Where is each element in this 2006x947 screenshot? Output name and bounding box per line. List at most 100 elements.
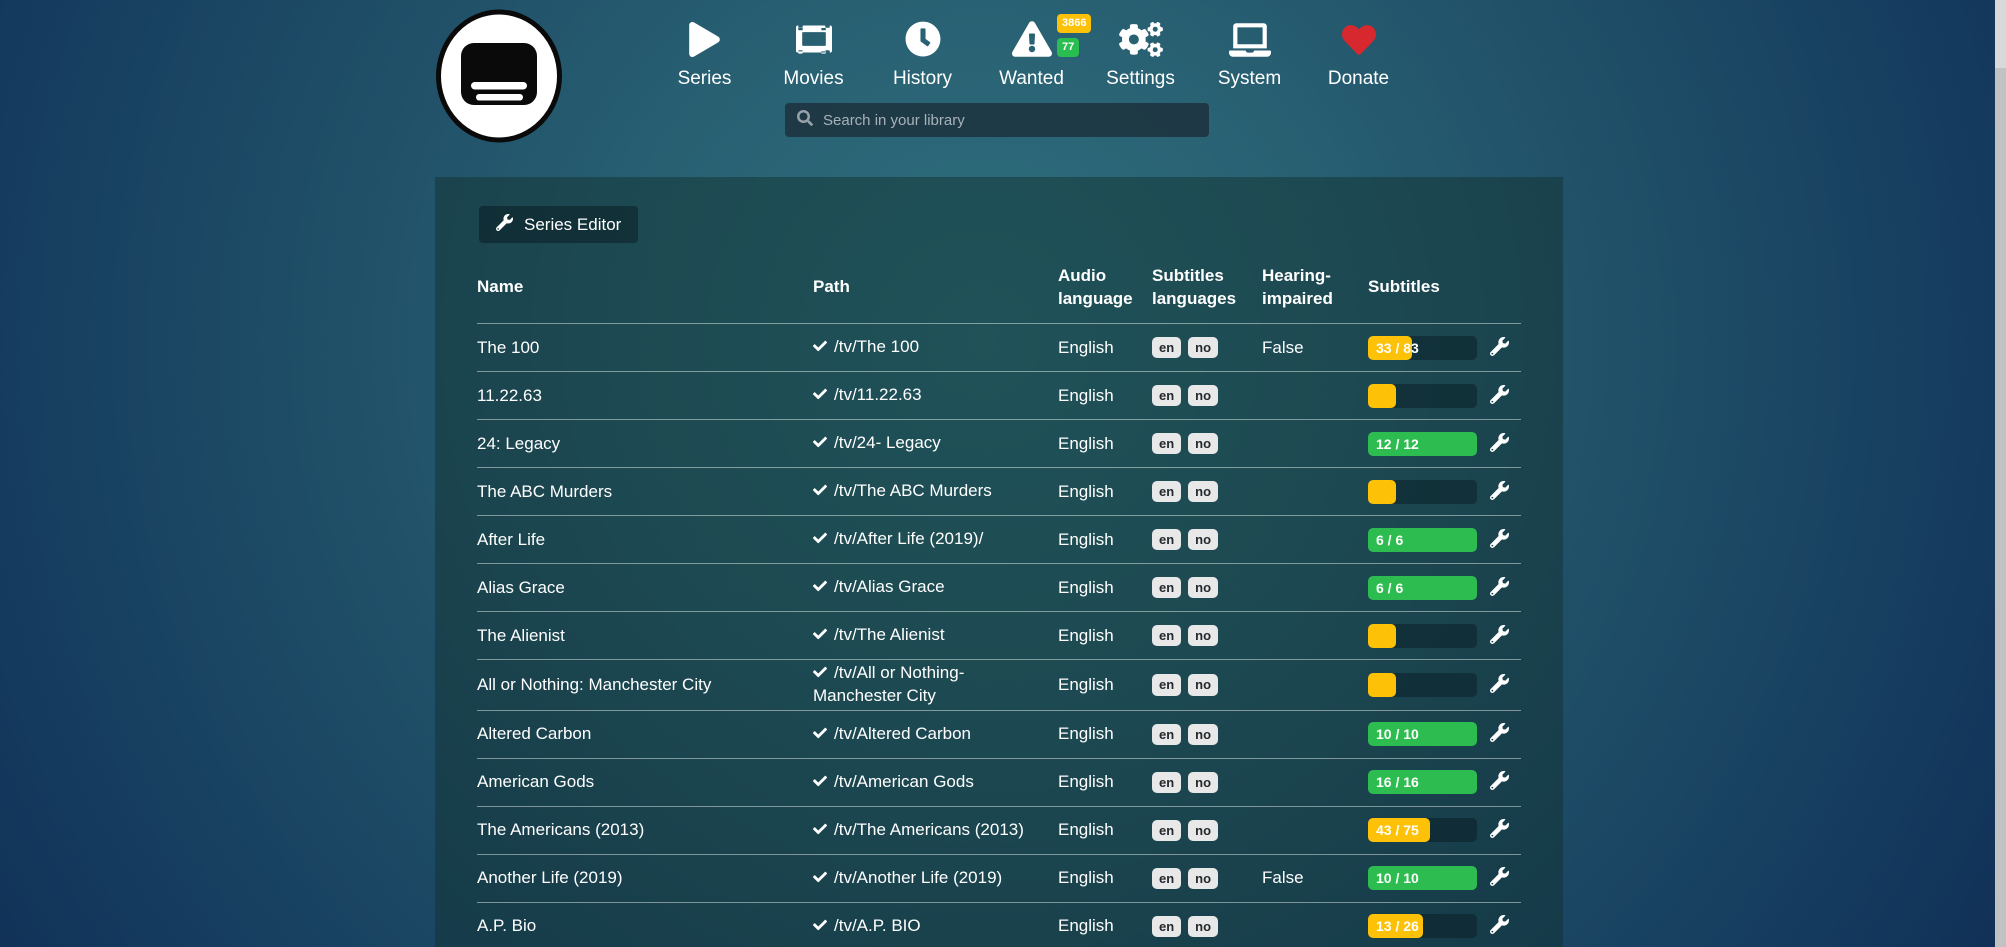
check-icon bbox=[813, 337, 834, 356]
check-icon bbox=[813, 481, 834, 500]
hearing-impaired-value: False bbox=[1262, 868, 1304, 888]
nav-item-system[interactable]: System bbox=[1195, 14, 1304, 90]
subtitles-progress-label: 16 / 16 bbox=[1376, 774, 1419, 791]
series-path: /tv/The ABC Murders bbox=[813, 480, 1058, 503]
page-scrollbar-track[interactable] bbox=[1995, 0, 2006, 947]
nav-item-movies[interactable]: Movies bbox=[759, 14, 868, 90]
subtitles-progress-fill bbox=[1368, 672, 1397, 697]
nav-item-history[interactable]: History bbox=[868, 14, 977, 90]
subtitles-languages-badges: en no bbox=[1152, 432, 1262, 455]
nav-label: Series bbox=[677, 68, 732, 89]
check-icon bbox=[813, 820, 834, 839]
edit-series-button[interactable] bbox=[1486, 525, 1513, 555]
audio-language-value: English bbox=[1058, 772, 1114, 792]
nav-label: Donate bbox=[1327, 68, 1390, 89]
series-path: /tv/Alias Grace bbox=[813, 576, 1058, 599]
series-path-text: /tv/The 100 bbox=[834, 337, 920, 357]
series-name[interactable]: A.P. Bio bbox=[477, 916, 537, 936]
edit-series-button[interactable] bbox=[1486, 381, 1513, 411]
subtitles-progress-fill bbox=[1368, 527, 1477, 552]
series-name[interactable]: After Life bbox=[477, 529, 546, 549]
wrench-icon bbox=[1489, 384, 1509, 407]
page-scrollbar-thumb[interactable] bbox=[1995, 0, 2006, 68]
language-badge: no bbox=[1188, 723, 1219, 746]
subtitles-languages-badges: en no bbox=[1152, 624, 1262, 647]
series-path: /tv/11.22.63 bbox=[813, 384, 1058, 407]
edit-series-button[interactable] bbox=[1486, 767, 1513, 797]
series-editor-button[interactable]: Series Editor bbox=[479, 206, 639, 243]
subtitles-progress-bar: 12 / 12 bbox=[1368, 431, 1477, 456]
language-badge: en bbox=[1152, 771, 1182, 794]
header-hearing-impaired: Hearing-impaired bbox=[1262, 266, 1333, 308]
hearing-impaired-value: False bbox=[1262, 337, 1304, 357]
edit-series-button[interactable] bbox=[1486, 477, 1513, 507]
edit-series-button[interactable] bbox=[1486, 429, 1513, 459]
subtitles-languages-badges: en no bbox=[1152, 336, 1262, 359]
subtitles-progress-label: 6 / 6 bbox=[1376, 579, 1404, 596]
series-name[interactable]: Altered Carbon bbox=[477, 724, 592, 744]
series-name[interactable]: The ABC Murders bbox=[477, 481, 613, 501]
language-badge: no bbox=[1188, 336, 1219, 359]
edit-series-button[interactable] bbox=[1486, 815, 1513, 845]
nav-item-series[interactable]: Series bbox=[650, 14, 759, 90]
nav-item-wanted[interactable]: Wanted 3866 77 bbox=[977, 14, 1092, 90]
header-subtitles: Subtitles bbox=[1368, 277, 1440, 297]
language-badge: en bbox=[1152, 624, 1182, 647]
edit-series-button[interactable] bbox=[1486, 333, 1513, 363]
check-icon bbox=[813, 529, 834, 548]
series-name[interactable]: 11.22.63 bbox=[477, 385, 542, 405]
series-name[interactable]: Another Life (2019) bbox=[477, 868, 623, 888]
table-row: The ABC Murders /tv/The ABC Murders Engl… bbox=[477, 467, 1521, 515]
wrench-icon bbox=[1489, 723, 1509, 745]
clock-icon bbox=[905, 21, 941, 62]
subtitles-progress-bar: 33 / 83 bbox=[1368, 335, 1477, 360]
series-name[interactable]: The Alienist bbox=[477, 625, 565, 645]
table-row: All or Nothing: Manchester City /tv/All … bbox=[477, 659, 1521, 710]
edit-series-button[interactable] bbox=[1486, 621, 1513, 651]
series-name[interactable]: The 100 bbox=[477, 337, 540, 357]
subtitles-languages-badges: en no bbox=[1152, 480, 1262, 503]
wanted-series-count-badge: 3866 bbox=[1057, 14, 1092, 34]
subtitles-progress-label: 10 / 10 bbox=[1376, 726, 1419, 743]
language-badge: en bbox=[1152, 528, 1182, 551]
subtitles-progress-fill bbox=[1368, 722, 1477, 747]
series-name[interactable]: 24: Legacy bbox=[477, 433, 561, 453]
header-name: Name bbox=[477, 277, 524, 297]
series-path-text: /tv/Alias Grace bbox=[834, 577, 945, 597]
language-badge: en bbox=[1152, 384, 1182, 407]
audio-language-value: English bbox=[1058, 385, 1114, 405]
language-badge: no bbox=[1188, 915, 1219, 938]
laptop-icon bbox=[1228, 23, 1271, 62]
edit-series-button[interactable] bbox=[1486, 863, 1513, 893]
subtitles-progress-bar bbox=[1368, 623, 1477, 648]
edit-series-button[interactable] bbox=[1486, 670, 1513, 700]
nav-label: System bbox=[1217, 68, 1282, 89]
language-badge: no bbox=[1188, 432, 1219, 455]
edit-series-button[interactable] bbox=[1486, 911, 1513, 941]
subtitles-progress-bar: 6 / 6 bbox=[1368, 575, 1477, 600]
header-audio-language: Audio language bbox=[1058, 266, 1133, 308]
bazarr-logo[interactable] bbox=[435, 9, 563, 143]
table-row: The 100 /tv/The 100 English en no False 3… bbox=[477, 323, 1521, 371]
language-badge: en bbox=[1152, 674, 1182, 696]
subtitles-progress-bar: 16 / 16 bbox=[1368, 770, 1477, 795]
series-name[interactable]: The Americans (2013) bbox=[477, 820, 645, 840]
edit-series-button[interactable] bbox=[1486, 719, 1513, 749]
series-path: /tv/Another Life (2019) bbox=[813, 867, 1058, 890]
series-name[interactable]: Alias Grace bbox=[477, 577, 565, 597]
subtitles-progress-fill bbox=[1368, 623, 1397, 648]
subtitles-progress-label: 33 / 83 bbox=[1376, 339, 1419, 356]
nav-item-donate[interactable]: Donate bbox=[1304, 14, 1413, 90]
series-name[interactable]: American Gods bbox=[477, 772, 595, 792]
language-badge: en bbox=[1152, 819, 1182, 842]
series-path: /tv/Altered Carbon bbox=[813, 723, 1058, 746]
subtitles-progress-label: 13 / 26 bbox=[1376, 918, 1419, 935]
language-badge: en bbox=[1152, 336, 1182, 359]
series-path-text: /tv/24- Legacy bbox=[834, 433, 941, 453]
audio-language-value: English bbox=[1058, 577, 1114, 597]
language-badge: no bbox=[1188, 867, 1219, 890]
nav-item-settings[interactable]: Settings bbox=[1086, 14, 1195, 90]
series-name[interactable]: All or Nothing: Manchester City bbox=[477, 674, 712, 694]
search-input[interactable] bbox=[823, 111, 1197, 129]
edit-series-button[interactable] bbox=[1486, 573, 1513, 603]
